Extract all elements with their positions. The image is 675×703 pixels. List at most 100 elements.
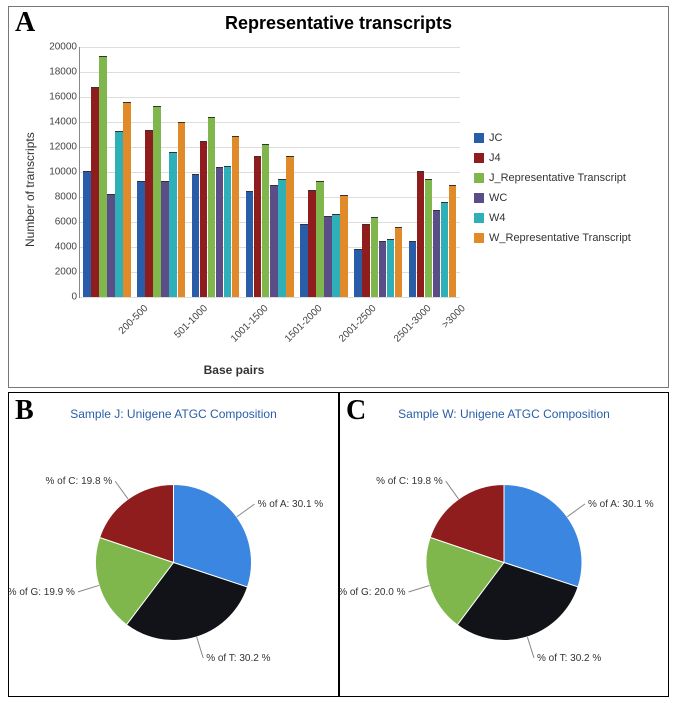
panel-b: B Sample J: Unigene ATGC Composition % o… bbox=[8, 392, 339, 697]
bar bbox=[324, 216, 332, 297]
pie-slice-label: % of A: 30.1 % bbox=[588, 499, 654, 510]
pie-c: % of A: 30.1 % % of T: 30.2 % % of G: 20.0… bbox=[340, 393, 668, 696]
pie-leader bbox=[527, 637, 534, 658]
legend-swatch bbox=[474, 233, 484, 243]
bar bbox=[145, 130, 153, 297]
bar bbox=[232, 136, 240, 297]
bar bbox=[449, 185, 457, 297]
bar-chart-xticks: 200-500 501-1000 1001-1500 1501-2000 2001-25… bbox=[79, 299, 459, 359]
bar bbox=[308, 190, 316, 297]
legend-item: W_Representative Transcript bbox=[474, 232, 631, 244]
pie-slice-label: % of C: 19.8 % bbox=[376, 476, 443, 487]
ytick-label: 8000 bbox=[37, 192, 77, 203]
pie-b: % of A: 30.1 % % of T: 30.2 % % of G: 19.9… bbox=[9, 393, 338, 696]
bar bbox=[286, 156, 294, 297]
bar bbox=[115, 131, 123, 297]
bar bbox=[332, 214, 340, 298]
bar bbox=[362, 224, 370, 298]
pie-leader bbox=[115, 481, 128, 499]
pie-leader bbox=[408, 586, 429, 592]
legend-label: J4 bbox=[489, 152, 501, 164]
xtick-label: 200-500 bbox=[117, 303, 151, 337]
figure: A Representative transcripts Number of t… bbox=[0, 0, 675, 703]
bar bbox=[354, 249, 362, 298]
legend-item: W4 bbox=[474, 212, 631, 224]
bar bbox=[387, 239, 395, 298]
bar bbox=[153, 106, 161, 297]
bar bbox=[169, 152, 177, 297]
pie-leader bbox=[446, 481, 459, 499]
pie-slice-label: % of T: 30.2 % bbox=[537, 653, 601, 664]
xtick-label: 1501-2000 bbox=[283, 303, 325, 345]
pie-slice-label: % of G: 20.0 % bbox=[340, 587, 406, 598]
ytick-label: 4000 bbox=[37, 242, 77, 253]
panel-a: A Representative transcripts Number of t… bbox=[8, 6, 669, 388]
pie-leader bbox=[237, 504, 255, 517]
xtick-label: 501-1000 bbox=[173, 303, 211, 341]
bar bbox=[246, 191, 254, 297]
bar bbox=[83, 171, 91, 297]
ytick-label: 20000 bbox=[37, 42, 77, 53]
bar bbox=[441, 202, 449, 297]
legend-item: J_Representative Transcript bbox=[474, 172, 631, 184]
pie-slice-label: % of T: 30.2 % bbox=[206, 653, 270, 664]
bar bbox=[278, 179, 286, 298]
bar bbox=[425, 179, 433, 298]
ytick-label: 10000 bbox=[37, 167, 77, 178]
ytick-label: 2000 bbox=[37, 267, 77, 278]
bar bbox=[395, 227, 403, 297]
bar-chart-xlabel: Base pairs bbox=[9, 363, 459, 377]
bar bbox=[208, 117, 216, 297]
ytick-label: 12000 bbox=[37, 142, 77, 153]
bar bbox=[192, 174, 200, 298]
legend-item: JC bbox=[474, 132, 631, 144]
pie-slice-label: % of A: 30.1 % bbox=[258, 499, 324, 510]
bar bbox=[417, 171, 425, 297]
ytick-label: 6000 bbox=[37, 217, 77, 228]
pie-leader bbox=[567, 504, 585, 517]
xtick-label: 2001-2500 bbox=[337, 303, 379, 345]
ytick-label: 18000 bbox=[37, 67, 77, 78]
bar bbox=[433, 210, 441, 297]
panel-label-a: A bbox=[15, 7, 35, 39]
xtick-label: >3000 bbox=[440, 303, 468, 331]
legend-swatch bbox=[474, 213, 484, 223]
legend-swatch bbox=[474, 173, 484, 183]
xtick-label: 1001-1500 bbox=[229, 303, 271, 345]
bar-chart-legend: JC J4 J_Representative Transcript WC W4 W_Rep… bbox=[474, 132, 631, 252]
bar bbox=[161, 181, 169, 297]
bar bbox=[379, 241, 387, 297]
legend-label: J_Representative Transcript bbox=[489, 172, 626, 184]
bar bbox=[316, 181, 324, 297]
panel-c: C Sample W: Unigene ATGC Composition % o… bbox=[339, 392, 669, 697]
pie-leader bbox=[78, 585, 99, 591]
bar bbox=[254, 156, 262, 297]
ytick-label: 16000 bbox=[37, 92, 77, 103]
bar-chart-title: Representative transcripts bbox=[9, 13, 668, 34]
bar bbox=[340, 195, 348, 297]
bar bbox=[262, 144, 270, 298]
bar bbox=[371, 217, 379, 297]
legend-label: WC bbox=[489, 192, 507, 204]
legend-swatch bbox=[474, 193, 484, 203]
legend-label: JC bbox=[489, 132, 502, 144]
bar bbox=[200, 141, 208, 297]
panel-label-c: C bbox=[346, 395, 366, 427]
bar-chart-yticks: 0200040006000800010000120001400016000180… bbox=[9, 47, 79, 297]
bar bbox=[123, 102, 131, 297]
bar bbox=[409, 241, 417, 297]
xtick-label: 2501-3000 bbox=[392, 303, 434, 345]
pie-leader bbox=[197, 637, 204, 658]
bar bbox=[216, 167, 224, 297]
legend-swatch bbox=[474, 133, 484, 143]
pie-slice-label: % of G: 19.9 % bbox=[9, 587, 75, 598]
pie-svg: % of A: 30.1 % % of T: 30.2 % % of G: 19.9… bbox=[9, 393, 338, 696]
bar bbox=[107, 194, 115, 298]
bar bbox=[270, 185, 278, 297]
bar-chart-plot bbox=[79, 47, 460, 298]
bar bbox=[137, 181, 145, 297]
legend-item: J4 bbox=[474, 152, 631, 164]
legend-label: W4 bbox=[489, 212, 506, 224]
bar bbox=[178, 122, 186, 297]
bar bbox=[91, 87, 99, 297]
